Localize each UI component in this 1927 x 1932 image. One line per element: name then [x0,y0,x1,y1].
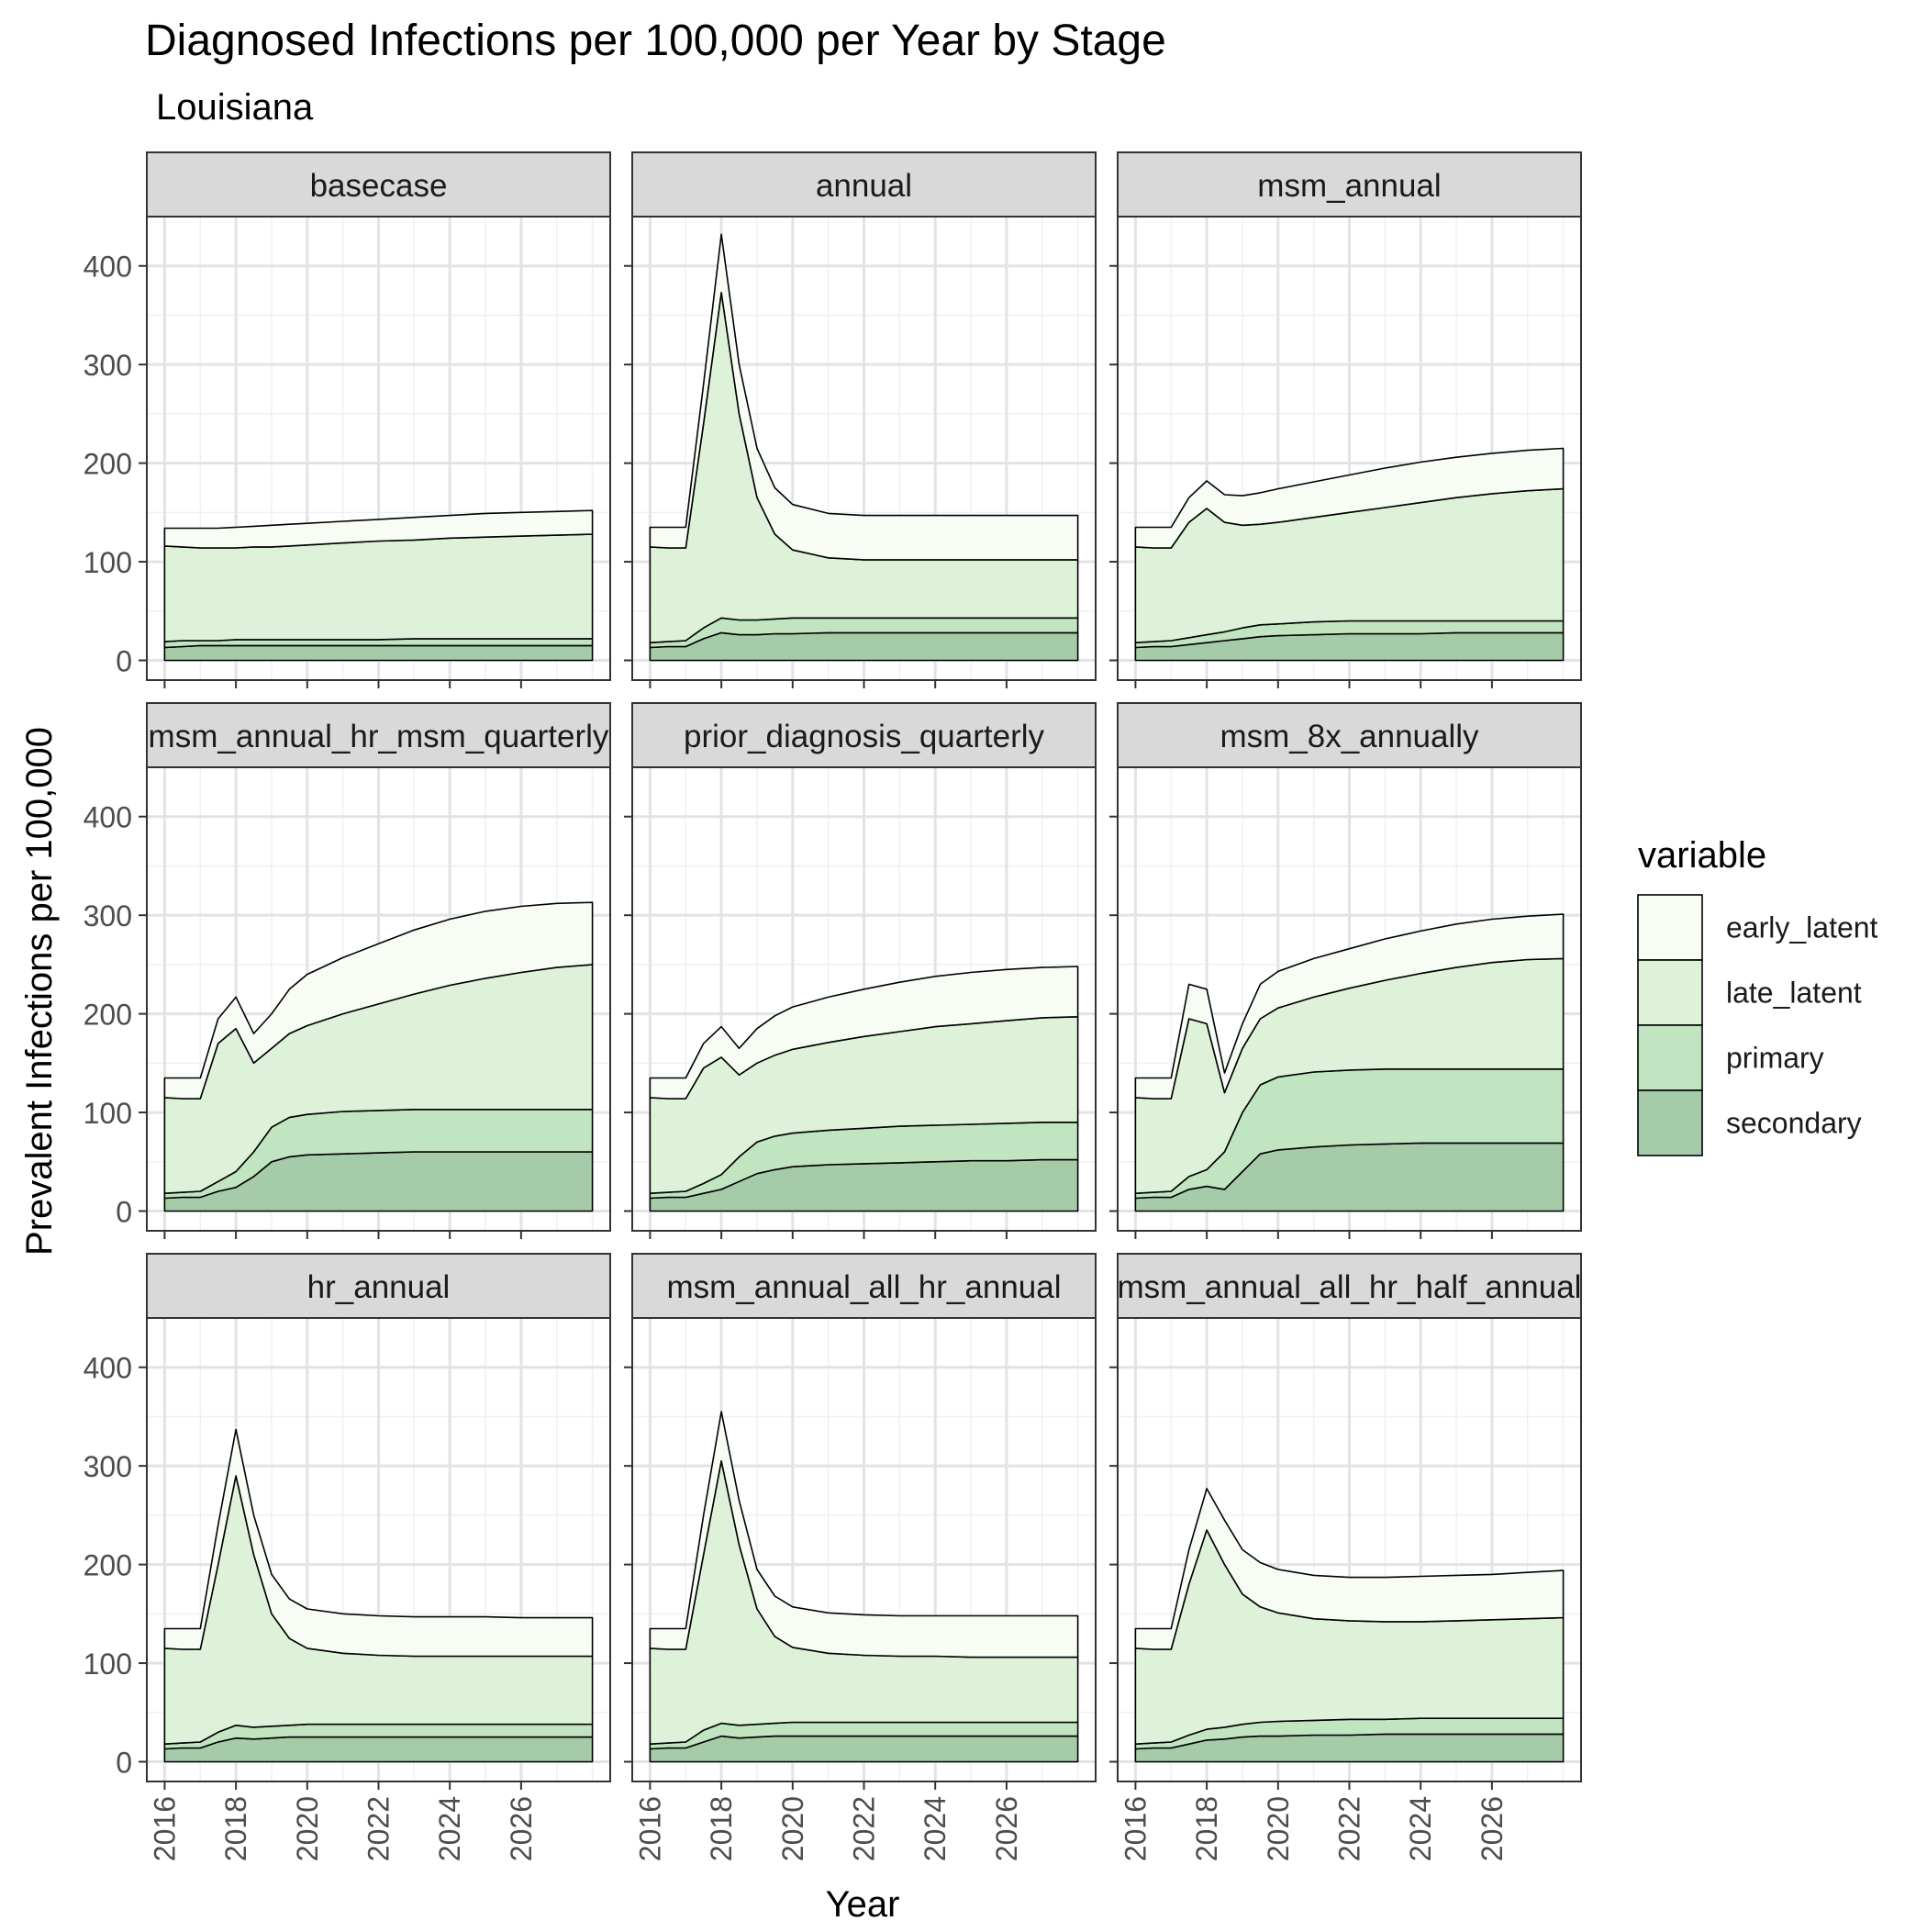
panel-basecase: basecase 0 100 200 300 400 [84,151,611,688]
area-secondary [163,1736,594,1763]
facet-label: prior_diagnosis_quarterly [684,719,1044,754]
x-tick-label: 2026 [505,1796,538,1861]
y-tick-label: 0 [116,645,132,678]
area-early-latent [163,1428,594,1658]
legend-key-primary [1637,1024,1703,1091]
area-early-latent [649,233,1079,561]
legend-title: variable [1638,835,1766,876]
y-tick-label: 200 [84,999,132,1032]
panel-msm_8x_annually: msm_8x_annually [1109,702,1582,1239]
x-tick-label: 2016 [633,1796,666,1861]
facet-strip [631,702,1097,768]
legend-label: late_latent [1726,977,1862,1010]
area-secondary [649,631,1079,662]
x-tick-label: 2018 [1190,1796,1223,1861]
x-tick-label: 2024 [1404,1796,1437,1861]
facet-label: hr_annual [307,1269,451,1305]
area-early-latent [649,1411,1079,1658]
x-tick-label: 2016 [148,1796,181,1861]
x-tick-label: 2020 [291,1796,324,1861]
area-early-latent [163,509,594,549]
facet-label: annual [816,168,912,204]
area-early-latent [1134,913,1565,1100]
area-early-latent [163,901,594,1100]
y-tick-label: 400 [84,801,132,834]
x-tick-label: 2024 [433,1796,466,1861]
stacked-areas [649,1411,1079,1763]
stacked-areas [649,966,1079,1212]
facet-label: msm_annual_all_hr_half_annual [1118,1269,1582,1305]
panel-annual: annual [624,151,1097,688]
stacked-areas [1134,913,1565,1212]
panel-msm_annual_all_hr_half_annual: msm_annual_all_hr_half_annual 2016 2018 202… [1109,1253,1582,1861]
facet-strip [146,151,611,218]
legend-label: secondary [1726,1107,1862,1140]
y-tick-label: 200 [84,1549,132,1582]
area-late-latent [163,533,594,642]
panel-hr_annual: hr_annual 0 100 200 300 400 2016 2018 2020 2022 20… [84,1253,611,1861]
y-tick-label: 400 [84,1352,132,1385]
x-tick-label: 2022 [362,1796,395,1861]
y-tick-label: 400 [84,251,132,284]
area-early-latent [1134,1488,1565,1650]
y-tick-label: 300 [84,1450,132,1483]
area-secondary [649,1735,1079,1763]
facet-label: msm_annual_hr_msm_quarterly [149,719,609,754]
facet-label: msm_annual [1257,168,1441,204]
y-tick-label: 100 [84,1097,132,1130]
panel-prior_diagnosis_quarterly: prior_diagnosis_quarterly [624,702,1097,1239]
area-early-latent [1134,447,1565,549]
stacked-areas [1134,1488,1565,1763]
facet-label: basecase [310,168,448,204]
area-early-latent [649,966,1079,1100]
facet-strip [1117,702,1582,768]
facet-strip [146,1253,611,1319]
legend-label: primary [1726,1042,1824,1075]
legend-key-late-latent [1637,959,1703,1026]
stacked-areas [163,901,594,1212]
facet-strip [1117,151,1582,218]
chart-title: Diagnosed Infections per 100,000 per Yea… [145,17,1166,65]
x-tick-label: 2022 [1333,1796,1366,1861]
y-tick-label: 300 [84,899,132,932]
legend-key-secondary [1637,1089,1703,1156]
x-tick-label: 2020 [1262,1796,1295,1861]
facet-label: msm_8x_annually [1220,719,1479,754]
facet-strip [146,702,611,768]
x-tick-label: 2026 [990,1796,1023,1861]
y-tick-label: 100 [84,1647,132,1681]
legend-label: early_latent [1726,911,1878,944]
area-secondary [163,644,594,662]
y-tick-label: 100 [84,546,132,579]
facet-label: msm_annual_all_hr_annual [666,1269,1061,1305]
facet-strip [631,1253,1097,1319]
panels-layer: basecase 0 100 200 300 400 annual msm_annualmsm… [84,151,1582,1861]
legend-key-early-latent [1637,894,1703,961]
stacked-areas [1134,447,1565,662]
x-tick-label: 2016 [1119,1796,1152,1861]
panel-msm_annual: msm_annual [1109,151,1582,688]
y-tick-label: 300 [84,349,132,382]
panel-msm_annual_all_hr_annual: msm_annual_all_hr_annual 2016 2018 2020 2022… [624,1253,1097,1861]
y-axis-label: Prevalent Infections per 100,000 [19,727,60,1256]
y-tick-label: 200 [84,448,132,481]
stacked-areas [163,509,594,662]
y-tick-label: 0 [116,1196,132,1229]
x-tick-label: 2022 [848,1796,881,1861]
x-tick-label: 2018 [219,1796,252,1861]
chart-subtitle: Louisiana [156,87,314,128]
y-tick-label: 0 [116,1747,132,1780]
stacked-areas [163,1428,594,1763]
x-tick-label: 2020 [776,1796,809,1861]
x-tick-label: 2026 [1476,1796,1509,1861]
x-axis-label: Year [826,1884,900,1925]
x-tick-label: 2024 [919,1796,952,1861]
panel-msm_annual_hr_msm_quarterly: msm_annual_hr_msm_quarterly 0 100 200 300 400 [84,702,611,1239]
x-tick-label: 2018 [705,1796,738,1861]
stacked-areas [649,233,1079,662]
facet-strip [1117,1253,1582,1319]
